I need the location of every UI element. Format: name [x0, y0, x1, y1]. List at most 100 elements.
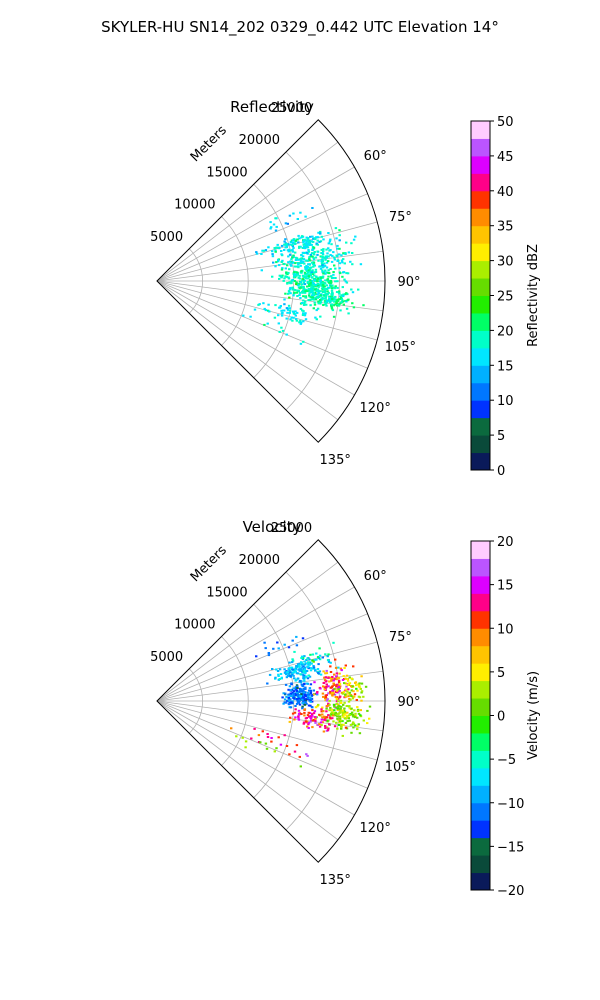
echo-gate — [267, 246, 270, 249]
echo-gate — [308, 658, 311, 661]
echo-gate — [280, 275, 283, 278]
echo-gate — [343, 262, 346, 265]
echo-gate — [309, 235, 312, 238]
echo-gate — [309, 298, 312, 301]
echo-gate — [311, 269, 314, 272]
azimuth-gridline — [156, 700, 368, 789]
echo-gate — [289, 689, 293, 692]
echo-gate — [292, 310, 295, 313]
colorbar-tick-label: 45 — [497, 150, 514, 165]
echo-gate — [341, 709, 345, 712]
echo-gate — [337, 712, 340, 715]
echo-gate — [325, 726, 329, 729]
colorbar-tick-label: 35 — [497, 220, 514, 235]
echo-gate — [324, 672, 327, 675]
colorbar-tick-label: 5 — [497, 666, 505, 681]
echo-gate — [287, 688, 290, 691]
echo-gate — [321, 258, 324, 261]
colorbar-swatch — [471, 715, 490, 734]
echo-gate — [303, 314, 307, 317]
echo-gate — [336, 683, 339, 686]
echo-gate — [330, 260, 334, 263]
echo-gate — [302, 687, 306, 690]
echo-gate — [313, 287, 316, 290]
colorbar-swatch — [471, 802, 490, 821]
echo-gate — [342, 691, 346, 693]
echo-gate — [298, 246, 301, 249]
colorbar-swatch — [471, 698, 490, 716]
echo-gate — [266, 682, 269, 685]
echo-gate — [291, 278, 294, 281]
echo-gate — [324, 716, 327, 719]
echo-gate — [312, 665, 315, 667]
echo-gate — [360, 699, 363, 702]
echo-gate — [296, 289, 299, 292]
echo-gate — [314, 271, 318, 273]
echo-gate — [336, 689, 339, 692]
echo-gate — [298, 669, 301, 672]
echo-gate — [312, 660, 315, 663]
echo-gate — [321, 260, 325, 263]
azimuth-tick-label: 75° — [389, 210, 412, 225]
echo-gate — [326, 290, 329, 293]
echo-gate — [335, 675, 338, 678]
echo-gate — [348, 694, 351, 697]
echo-gate — [357, 723, 360, 726]
echo-gate — [292, 687, 295, 690]
echo-gate — [368, 705, 372, 708]
echo-gate — [304, 244, 308, 247]
echo-gate — [306, 267, 309, 270]
echo-gate — [359, 709, 362, 712]
echo-gate — [322, 287, 326, 290]
echo-gate — [308, 675, 312, 678]
echo-gate — [344, 664, 347, 667]
echo-gate — [350, 677, 353, 680]
echo-gate — [330, 287, 334, 290]
echo-gate — [301, 309, 304, 312]
echo-gate — [305, 241, 308, 244]
echo-gate — [296, 295, 299, 297]
echo-gate — [280, 250, 283, 252]
echo-gate — [325, 256, 328, 259]
echo-gate — [290, 668, 294, 671]
echo-gate — [316, 239, 319, 242]
colorbar-swatch — [471, 785, 490, 804]
echo-gate — [293, 274, 296, 277]
echo-gate — [343, 701, 346, 704]
echo-gate — [325, 683, 328, 686]
echo-gate — [298, 703, 302, 706]
echo-gate — [297, 712, 301, 715]
echo-gate — [317, 657, 320, 660]
velocity-panel: Velocity 5000 10000 15000 20000 25000 Meters 6… — [150, 518, 541, 899]
echo-gate — [264, 742, 268, 745]
azimuth-tick-label: 75° — [389, 630, 412, 645]
azimuth-gridline — [156, 700, 378, 761]
echo-gate — [322, 695, 325, 698]
echo-gate — [285, 242, 288, 245]
colorbar-swatch — [471, 452, 490, 471]
echo-gate — [324, 287, 327, 290]
colorbar-swatch — [471, 138, 490, 157]
echo-gate — [333, 264, 336, 267]
echo-gate — [327, 275, 330, 278]
echo-gate — [306, 246, 310, 249]
echo-gate — [303, 291, 307, 294]
echo-gate — [324, 301, 327, 304]
echo-gate — [299, 285, 302, 288]
echo-gate — [316, 656, 320, 658]
echo-gate — [322, 291, 325, 293]
echo-gate — [321, 656, 324, 659]
echo-gate — [308, 256, 311, 258]
colorbar-swatch — [471, 575, 490, 594]
echo-gate — [307, 237, 310, 240]
echo-gate — [340, 669, 343, 672]
echo-gate — [291, 671, 294, 674]
echo-gate — [321, 721, 324, 724]
echo-gate — [297, 241, 300, 244]
echo-gate — [330, 677, 333, 680]
echo-gate — [314, 288, 317, 291]
echo-gate — [321, 253, 325, 256]
echo-gate — [308, 258, 311, 261]
echo-gate — [300, 693, 303, 696]
echo-gate — [308, 244, 312, 246]
